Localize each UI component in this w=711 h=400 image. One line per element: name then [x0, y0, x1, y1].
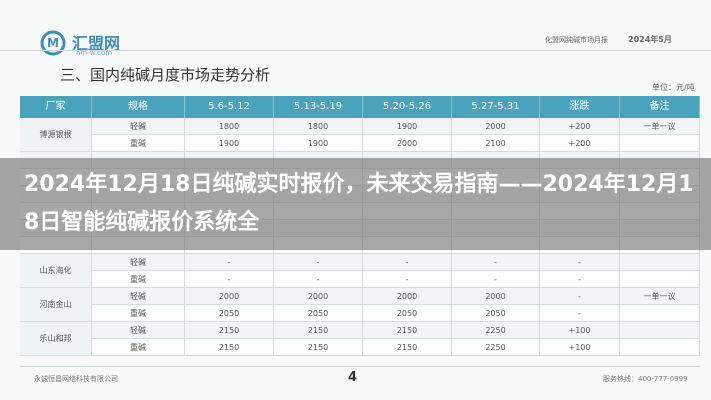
table-cell: 重碱 — [92, 305, 185, 322]
table-cell: 2150 — [363, 322, 452, 339]
table-cell: 2150 — [185, 322, 274, 339]
table-cell: +100 — [540, 322, 620, 339]
table-cell: - — [452, 254, 540, 271]
table-cell: +200 — [540, 118, 620, 135]
table-cell: 1900 — [185, 135, 274, 152]
svg-text:M: M — [47, 36, 59, 50]
table-cell: 2000 — [185, 288, 274, 305]
table-cell: 2000 — [363, 288, 452, 305]
table-cell: 1800 — [185, 118, 274, 135]
table-cell: - — [540, 305, 620, 322]
table-cell: 2250 — [452, 339, 540, 356]
company-cell: 乐山和邦 — [20, 322, 92, 356]
table-cell: +200 — [540, 135, 620, 152]
footer-rule — [20, 366, 700, 367]
logo-text: 汇盟网 — [72, 34, 121, 53]
logo-icon: M — [40, 30, 66, 56]
company-cell: 博源银根 — [20, 118, 92, 152]
table-cell: - — [452, 271, 540, 288]
company-cell: 河南金山 — [20, 288, 92, 322]
table-cell — [620, 339, 700, 356]
table-cell: 轻碱 — [92, 254, 185, 271]
footer-company: 永诚恒昌网络科技有限公司 — [34, 375, 118, 383]
footer-hotline: 服务热线：400-777-0999 — [603, 375, 688, 383]
table-cell: 一单一议 — [620, 118, 700, 135]
table-cell: 2050 — [452, 305, 540, 322]
table-cell — [620, 305, 700, 322]
table-cell: - — [185, 271, 274, 288]
column-header: 厂家 — [20, 96, 92, 118]
table-cell: - — [540, 271, 620, 288]
table-cell: 轻碱 — [92, 322, 185, 339]
table-cell: - — [185, 254, 274, 271]
table-cell: 轻碱 — [92, 288, 185, 305]
table-cell: - — [274, 254, 363, 271]
table-cell: 2000 — [452, 118, 540, 135]
table-cell: - — [363, 271, 452, 288]
column-header: 5.13-5.19 — [274, 96, 363, 118]
header-rule — [0, 50, 711, 51]
table-cell: 重碱 — [92, 339, 185, 356]
column-header: 5.27-5.31 — [452, 96, 540, 118]
table-cell — [620, 135, 700, 152]
table-cell: - — [274, 271, 363, 288]
column-header: 5.20-5.26 — [363, 96, 452, 118]
column-header: 涨跌 — [540, 96, 620, 118]
table-cell: 2150 — [363, 339, 452, 356]
table-cell: - — [363, 254, 452, 271]
table-cell: 2050 — [185, 305, 274, 322]
unit: 单位：元/吨 — [652, 83, 695, 92]
table-cell — [620, 271, 700, 288]
table-cell — [620, 322, 700, 339]
column-header: 备注 — [620, 96, 700, 118]
table-cell: 一单一议 — [620, 288, 700, 305]
table-cell: 2250 — [452, 322, 540, 339]
table-cell: 2100 — [452, 135, 540, 152]
table-cell: - — [540, 254, 620, 271]
logo-sub: hm-w.com — [76, 49, 113, 57]
table-cell — [620, 254, 700, 271]
table-cell: 2150 — [274, 339, 363, 356]
table-cell: 1900 — [274, 135, 363, 152]
table-cell: 2150 — [185, 339, 274, 356]
table-cell: 2000 — [363, 135, 452, 152]
table-cell: 2000 — [274, 288, 363, 305]
table-cell: - — [540, 288, 620, 305]
table-cell: +100 — [540, 339, 620, 356]
report-title: 化盟网纯碱市场月报 — [545, 36, 608, 44]
company-cell: 山东海化 — [20, 254, 92, 288]
overlay-band: 2024年12月18日纯碱实时报价，未来交易指南——2024年12月18日智能纯… — [0, 158, 711, 250]
table-cell: 2150 — [274, 322, 363, 339]
overlay-title: 2024年12月18日纯碱实时报价，未来交易指南——2024年12月18日智能纯… — [24, 172, 694, 235]
table-cell: 重碱 — [92, 135, 185, 152]
column-header: 5.6-5.12 — [185, 96, 274, 118]
table-cell: 2000 — [452, 288, 540, 305]
table-cell: 1900 — [363, 118, 452, 135]
table-cell: 2050 — [274, 305, 363, 322]
table-cell: 1800 — [274, 118, 363, 135]
table-cell: 重碱 — [92, 271, 185, 288]
column-header: 规格 — [92, 96, 185, 118]
table-cell: 2050 — [363, 305, 452, 322]
section-title: 三、国内纯碱月度市场走势分析 — [60, 66, 271, 84]
table-cell: 轻碱 — [92, 118, 185, 135]
report-date: 2024年5月 — [628, 35, 672, 44]
page-number: 4 — [348, 370, 358, 385]
